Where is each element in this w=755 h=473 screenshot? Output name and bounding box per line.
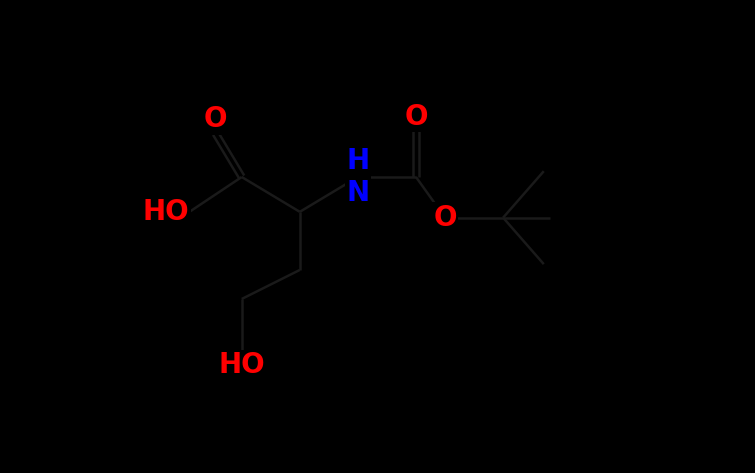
Text: O: O bbox=[433, 204, 457, 232]
Text: HO: HO bbox=[218, 351, 265, 379]
Text: H
N: H N bbox=[347, 147, 369, 207]
Text: O: O bbox=[204, 105, 227, 133]
Text: HO: HO bbox=[143, 198, 190, 226]
Text: O: O bbox=[404, 103, 428, 131]
